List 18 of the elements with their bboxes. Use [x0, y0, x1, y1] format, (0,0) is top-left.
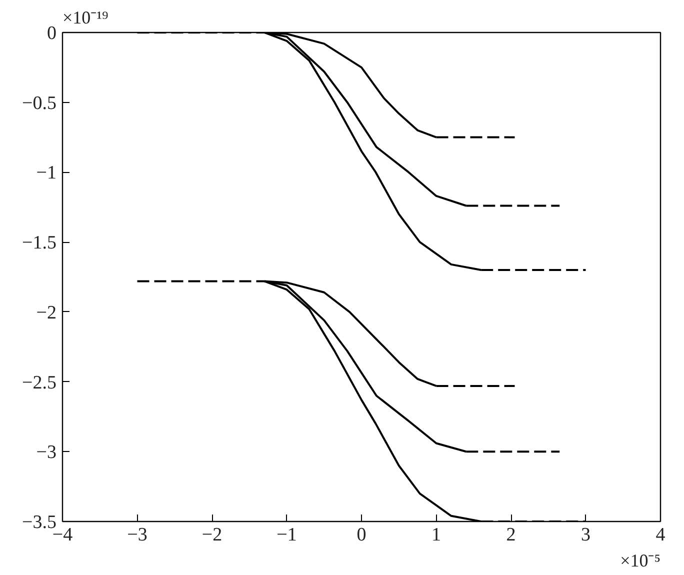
y-tick-label: −0.5	[22, 92, 57, 114]
text: ×10⁻⁵	[620, 550, 661, 570]
y-tick-label: −1	[36, 162, 57, 184]
y-tick-label: −2.5	[22, 372, 57, 394]
x-tick-label: 3	[581, 524, 590, 546]
x-tick-label: 1	[432, 524, 441, 546]
y-tick-label: −2	[36, 302, 57, 324]
y-tick-label: 0	[47, 23, 56, 44]
y-tick-label: −3.5	[22, 512, 57, 533]
y-tick-label: −1.5	[22, 232, 57, 254]
x-tick-label: 4	[656, 524, 666, 546]
x-tick-label: −1	[276, 524, 297, 546]
text: ×10⁻¹⁹	[62, 8, 108, 28]
x-tick-label: 0	[356, 524, 366, 546]
x-tick-label: −3	[127, 524, 148, 546]
x-tick-label: −2	[202, 524, 222, 546]
x-tick-label: 2	[506, 524, 516, 546]
y-tick-label: −3	[36, 442, 57, 464]
